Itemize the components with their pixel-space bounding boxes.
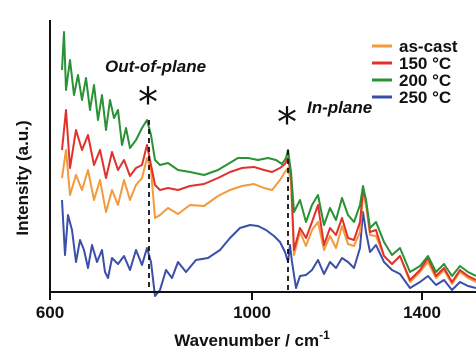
legend-label-as-cast: as-cast: [399, 37, 458, 56]
x-tick-label-1400: 1400: [403, 303, 441, 322]
legend-label-250: 250 °C: [399, 88, 451, 107]
series-line-200: [61, 31, 476, 277]
x-axis-title: Wavenumber / cm-1: [174, 328, 330, 350]
legend: as-cast 150 °C 200 °C 250 °C: [372, 37, 458, 107]
legend-label-200: 200 °C: [399, 71, 451, 90]
x-tick-label-600: 600: [36, 303, 64, 322]
x-axis-title-superscript: -1: [319, 328, 330, 342]
x-tick-label-1000: 1000: [233, 303, 271, 322]
series-layer: [61, 31, 476, 297]
series-line-as-cast: [61, 149, 476, 285]
annotation-in-plane: In-plane: [307, 98, 372, 117]
y-axis-title: Intensity (a.u.): [13, 120, 32, 235]
annotation-star-out-of-plane: *: [138, 80, 158, 126]
series-line-150: [61, 109, 476, 283]
annotation-star-in-plane: *: [277, 100, 297, 146]
series-line-250: [61, 199, 476, 297]
legend-label-150: 150 °C: [399, 54, 451, 73]
x-axis-title-main: Wavenumber / cm: [174, 331, 319, 350]
annotation-out-of-plane: Out-of-plane: [105, 57, 206, 76]
